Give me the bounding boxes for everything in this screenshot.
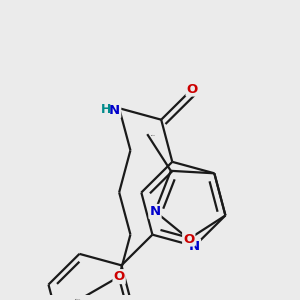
Text: methoxy: methoxy — [75, 298, 81, 299]
Text: O: O — [183, 232, 194, 245]
Text: methyl: methyl — [151, 135, 155, 136]
Text: N: N — [189, 240, 200, 253]
Text: N: N — [109, 104, 120, 117]
Text: O: O — [113, 270, 125, 283]
Text: H: H — [100, 103, 111, 116]
Text: O: O — [187, 82, 198, 95]
Text: N: N — [149, 205, 161, 218]
